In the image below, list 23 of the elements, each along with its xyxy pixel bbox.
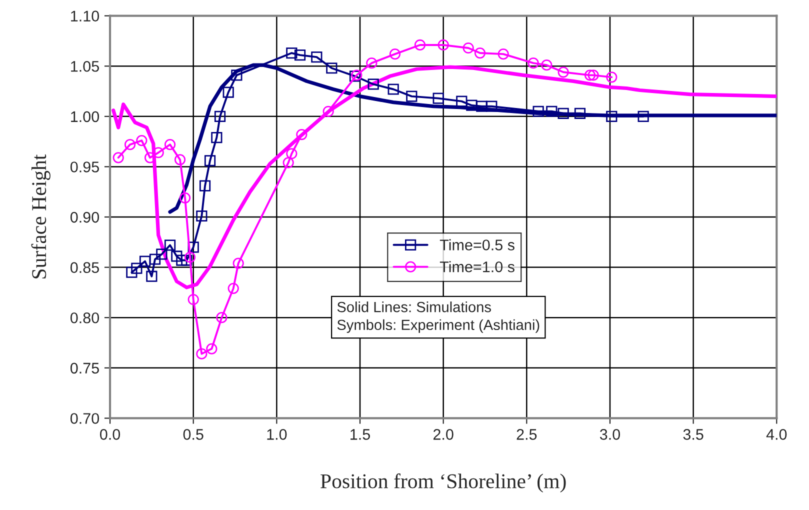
y-tick-label: 0.95 [70,162,99,172]
y-tick-label: 0.70 [70,413,100,424]
y-tick-label: 0.75 [70,362,99,374]
y-tick-label: 0.85 [70,262,99,273]
y-tick-label: 0.80 [70,312,100,324]
x-tick-label: 0.0 [100,429,120,440]
y-tick-label: 1.05 [71,60,99,72]
legend-label: Time=1.0 s [440,261,514,272]
x-tick-label: 1.0 [267,429,287,440]
x-tick-label: 1.5 [350,429,370,440]
x-tick-label: 0.5 [183,429,204,440]
x-tick-label: 3.5 [683,429,704,440]
y-tick-label: 0.90 [70,212,100,223]
y-tick-label: 1.10 [71,10,100,22]
x-tick-label: 2.5 [516,429,537,440]
x-axis-title: Position from ‘Shoreline’ (m) [320,473,566,493]
x-tick-label: 3.0 [600,429,620,440]
annotation: Solid Lines: Simulations Symbols: Experiment (Ashtiani) [337,302,540,333]
legend-label: Time=0.5 s [440,239,514,250]
x-tick-label: 2.0 [433,429,454,440]
y-tick-label: 1.00 [71,111,100,122]
x-tick-label: 4.0 [766,429,787,440]
y-axis-title: Surface Height [31,154,50,278]
